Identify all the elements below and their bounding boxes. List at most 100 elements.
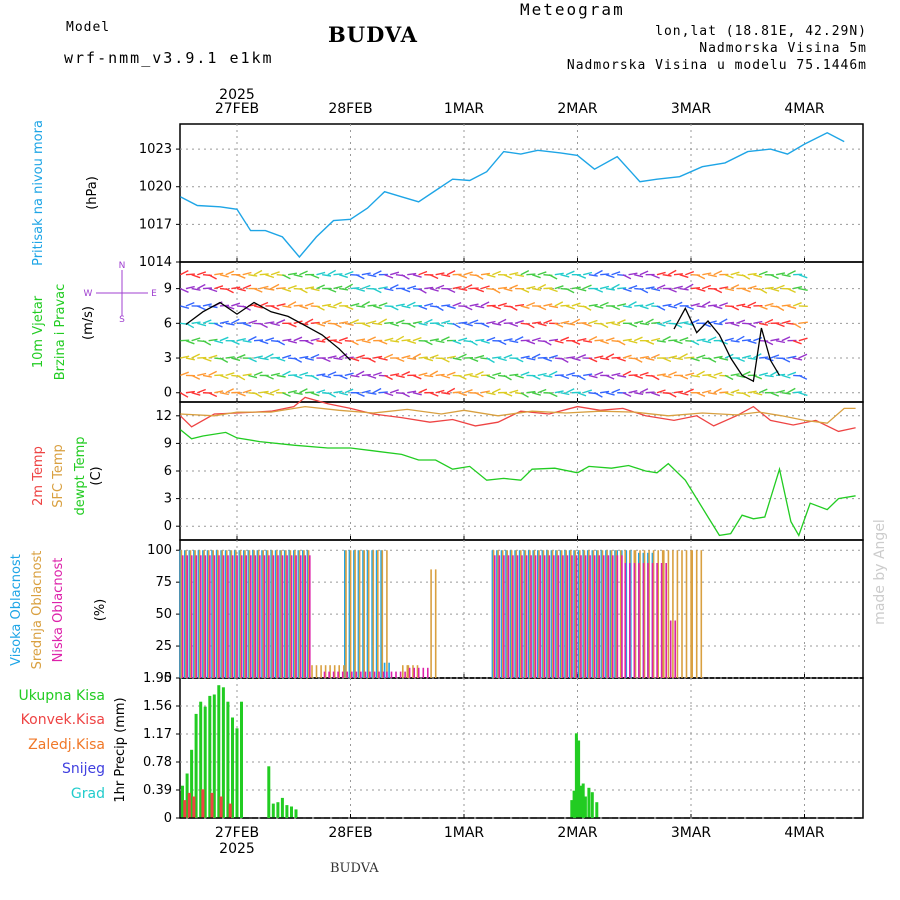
wind-barb: [667, 269, 677, 276]
wind-barb: [407, 340, 417, 344]
pressure-ylabel: Pritisak na nivou mora: [31, 120, 46, 266]
wind-barb: [781, 357, 791, 363]
wind-barb: [537, 271, 547, 276]
wind-barb: [253, 287, 263, 293]
wind-barb: [503, 338, 513, 342]
date-tick-bottom: 28FEB: [328, 825, 372, 841]
wind-barb: [583, 339, 593, 343]
wind-barb: [775, 389, 785, 394]
wind-barb: [185, 357, 195, 361]
wind-barb: [486, 357, 495, 364]
wind-barb: [628, 390, 638, 394]
wind-barb: [492, 288, 501, 294]
wind-barb: [406, 322, 416, 328]
wind-barb: [333, 357, 343, 361]
legend-conv: Konvek.Kisa: [21, 712, 105, 728]
wind-barb: [747, 285, 757, 290]
wind-barb: [372, 387, 382, 394]
wind-barb: [253, 305, 263, 309]
wind-barb: [571, 357, 581, 362]
precip-bar-1: [187, 792, 191, 818]
wind-barb: [304, 302, 314, 307]
precip-bar-0: [290, 806, 293, 818]
wind-barb: [781, 304, 791, 307]
wind-barb: [656, 305, 666, 311]
precip-bar-0: [203, 706, 207, 818]
wind-barb: [214, 272, 224, 276]
wind-barb: [344, 305, 354, 310]
wind-barb: [764, 318, 774, 324]
date-tick-top: 3MAR: [671, 101, 712, 117]
wind-barb: [702, 389, 712, 394]
wind-barb: [384, 321, 394, 325]
wind-barb: [622, 370, 632, 377]
wind-ytick-label: 6: [164, 316, 172, 331]
wind-barb: [594, 287, 604, 293]
wind-barb: [435, 284, 445, 290]
wind-barb: [679, 287, 689, 291]
wind-barb: [475, 305, 485, 309]
wind-barb: [611, 372, 621, 377]
wind-barb: [299, 270, 308, 276]
wind-barb: [645, 318, 654, 324]
wind-barb: [582, 322, 592, 327]
wind-barb: [509, 305, 518, 311]
wind-barb: [690, 287, 701, 290]
wind-barb: [730, 373, 740, 377]
wind-barb: [639, 371, 649, 377]
wind-barb: [622, 392, 632, 398]
wind-barb: [599, 322, 609, 329]
wind-barb: [214, 322, 223, 328]
wind-speed-line-0: [185, 301, 351, 361]
wind-barb: [645, 357, 655, 361]
wind-barb: [537, 372, 547, 377]
wind-barb: [685, 305, 694, 310]
wind-barb: [798, 374, 808, 380]
wind-barb: [231, 302, 241, 307]
wind-barb: [492, 270, 501, 276]
wind-barb: [248, 274, 258, 277]
wind-barb: [248, 374, 258, 379]
wind-barb: [747, 322, 757, 328]
wind-barb: [231, 318, 240, 324]
wind-barb: [191, 374, 201, 380]
wind-barb: [299, 388, 308, 394]
wind-barb: [594, 305, 604, 309]
precip-bar-0: [194, 713, 198, 818]
wind-barb: [645, 340, 655, 345]
model-label: Model: [66, 20, 111, 35]
wind-barb: [356, 338, 366, 342]
wind-barb: [179, 287, 189, 293]
wind-barb: [787, 355, 797, 359]
wind-barb: [651, 287, 661, 292]
wind-barb: [441, 274, 451, 278]
wind-barb: [662, 319, 672, 324]
wind-barb: [418, 322, 428, 326]
wind-barb: [685, 270, 695, 276]
wind-barb: [271, 356, 281, 359]
wind-barb: [605, 274, 615, 279]
wind-barb: [588, 319, 598, 324]
watermark: made by Angel: [872, 519, 888, 625]
lonlat-label: lon,lat (18.81E, 42.29N): [655, 24, 867, 39]
wind-barb: [327, 287, 337, 293]
model-altitude-label: Nadmorska Visina u modelu 75.1446m: [566, 58, 867, 73]
wind-barb: [435, 305, 444, 312]
date-tick-bottom: 2MAR: [557, 825, 598, 841]
wind-barb: [441, 336, 450, 342]
wind-barb: [696, 354, 706, 359]
wind-barb: [469, 287, 479, 290]
wind-barb: [367, 320, 377, 324]
precip-bar-1: [183, 800, 187, 818]
wind-barb: [486, 392, 496, 396]
wind-barb: [350, 319, 359, 324]
wind-barb: [781, 374, 791, 379]
wind-barb: [242, 373, 252, 377]
precip-bar-1: [201, 789, 205, 818]
precip-bar-1: [219, 796, 223, 818]
wind-barb: [531, 374, 541, 380]
wind-barb: [293, 392, 303, 395]
wind-barb: [372, 270, 382, 276]
wind-barb: [537, 322, 547, 327]
precip-bar-0: [285, 805, 289, 818]
